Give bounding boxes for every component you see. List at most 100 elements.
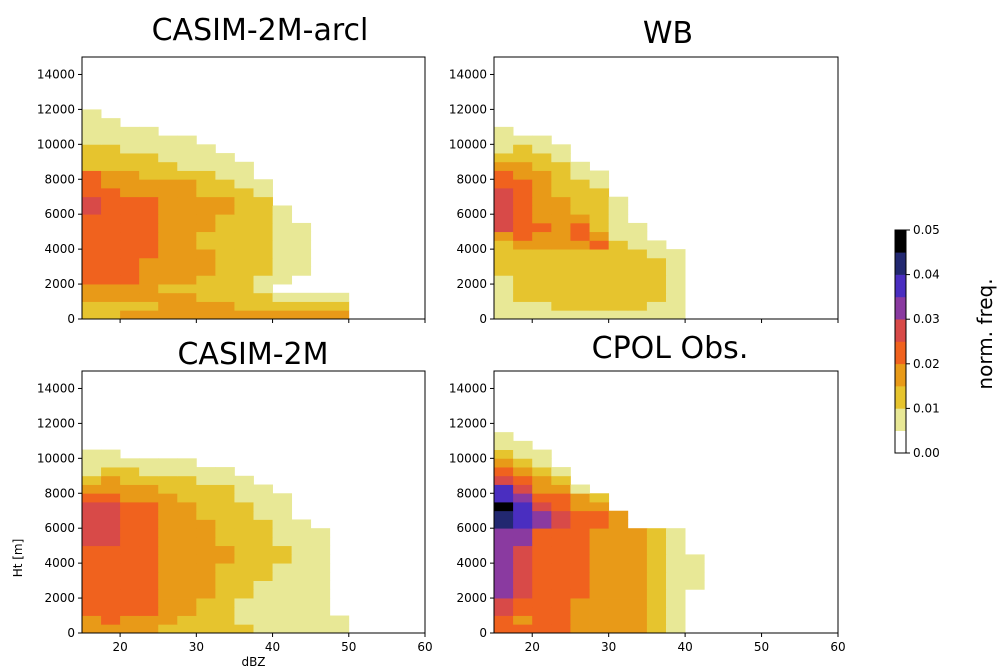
colorbar-tick-label: 0.01: [913, 401, 940, 415]
y-tick-label: 14000: [449, 381, 487, 395]
heatmap-cell: [253, 284, 273, 294]
heatmap-cell: [310, 598, 331, 608]
heatmap-cell: [494, 458, 514, 468]
heatmap-cell: [589, 606, 610, 616]
heatmap-cell: [101, 284, 121, 294]
y-tick-label: 12000: [37, 416, 75, 430]
heatmap-cell: [139, 249, 159, 259]
heatmap-cell: [532, 615, 552, 625]
heatmap-cell: [666, 554, 686, 564]
heatmap-cell: [234, 502, 254, 512]
heatmap-cell: [627, 231, 648, 241]
heatmap-cell: [139, 545, 159, 555]
heatmap-cell: [177, 554, 197, 564]
y-tick-label: 12000: [449, 416, 487, 430]
heatmap-cell: [215, 475, 235, 485]
heatmap-cell: [253, 493, 273, 503]
heatmap-cell: [101, 275, 121, 285]
heatmap-cell: [589, 249, 610, 259]
heatmap-cell: [177, 545, 197, 555]
heatmap-cell: [158, 205, 178, 215]
heatmap-cell: [646, 528, 667, 538]
y-tick-label: 6000: [44, 207, 75, 221]
heatmap-cell: [666, 275, 686, 285]
heatmap-cell: [570, 249, 590, 259]
heatmap-cell: [291, 249, 312, 259]
heatmap-cell: [551, 510, 571, 520]
heatmap-cell: [291, 292, 312, 302]
heatmap-cell: [589, 214, 610, 224]
heatmap-cell: [158, 615, 178, 625]
heatmap-cell: [494, 475, 514, 485]
heatmap-cell: [196, 249, 216, 259]
heatmap-cell: [253, 222, 273, 233]
heatmap-cell: [139, 188, 159, 198]
y-tick-label: 8000: [44, 486, 75, 500]
heatmap-cell: [82, 126, 102, 136]
heatmap-cell: [253, 580, 273, 590]
heatmap-cell: [120, 589, 140, 599]
heatmap-cell: [272, 615, 293, 625]
x-tick-label: 60: [417, 640, 432, 654]
heatmap-cell: [513, 571, 533, 581]
heatmap-cell: [646, 249, 667, 259]
heatmap-cell: [158, 144, 178, 154]
heatmap-cell: [139, 196, 159, 206]
heatmap-cell: [120, 545, 140, 555]
heatmap-cell: [177, 502, 197, 512]
heatmap-cell: [196, 196, 216, 206]
heatmap-cell: [177, 188, 197, 198]
heatmap-cell: [139, 284, 159, 294]
heatmap-cell: [272, 310, 293, 320]
heatmap-cell: [551, 153, 571, 163]
heatmap-cell: [666, 528, 686, 538]
y-tick-label: 14000: [37, 381, 75, 395]
heatmap-cell: [532, 554, 552, 564]
heatmap-cell: [234, 606, 254, 616]
heatmap-cell: [82, 449, 102, 459]
heatmap-cell: [627, 545, 648, 555]
heatmap-cell: [627, 240, 648, 250]
heatmap-cell: [272, 240, 293, 250]
heatmap-cell: [646, 598, 667, 608]
heatmap-cell: [494, 144, 514, 154]
heatmap-cell: [82, 284, 102, 294]
heatmap-cell: [158, 188, 178, 198]
heatmap-cell: [196, 624, 216, 634]
heatmap-cell: [158, 458, 178, 468]
heatmap-cell: [513, 624, 533, 634]
heatmap-cell: [532, 222, 552, 233]
heatmap-cell: [272, 563, 293, 573]
heatmap-cell: [570, 240, 590, 250]
heatmap-cell: [570, 284, 590, 294]
heatmap-cell: [101, 292, 121, 302]
heatmap-cell: [646, 292, 667, 302]
heatmap-cell: [253, 196, 273, 206]
heatmap-cell: [627, 589, 648, 599]
heatmap-cell: [253, 502, 273, 512]
heatmap-cell: [310, 615, 331, 625]
heatmap-cell: [101, 545, 121, 555]
heatmap-cell: [120, 249, 140, 259]
heatmap-cell: [158, 571, 178, 581]
heatmap-cell: [177, 615, 197, 625]
heatmap-cell: [120, 266, 140, 276]
heatmap-cell: [608, 589, 629, 599]
colorbar-segment: [895, 252, 906, 275]
panel-title: CPOL Obs.: [592, 331, 749, 366]
heatmap-cell: [608, 510, 629, 520]
heatmap-cell: [608, 240, 629, 250]
heatmap-cell: [82, 310, 102, 320]
heatmap-cell: [627, 571, 648, 581]
heatmap-cell: [310, 624, 331, 634]
heatmap-cell: [177, 205, 197, 215]
heatmap-cell: [494, 205, 514, 215]
x-tick-label: 20: [525, 640, 540, 654]
heatmap-cell: [253, 301, 273, 311]
y-tick-label: 8000: [44, 172, 75, 186]
heatmap-cell: [532, 563, 552, 573]
heatmap-cell: [666, 284, 686, 294]
heatmap-cell: [234, 484, 254, 494]
heatmap-cell: [494, 301, 514, 311]
heatmap-cell: [513, 467, 533, 477]
